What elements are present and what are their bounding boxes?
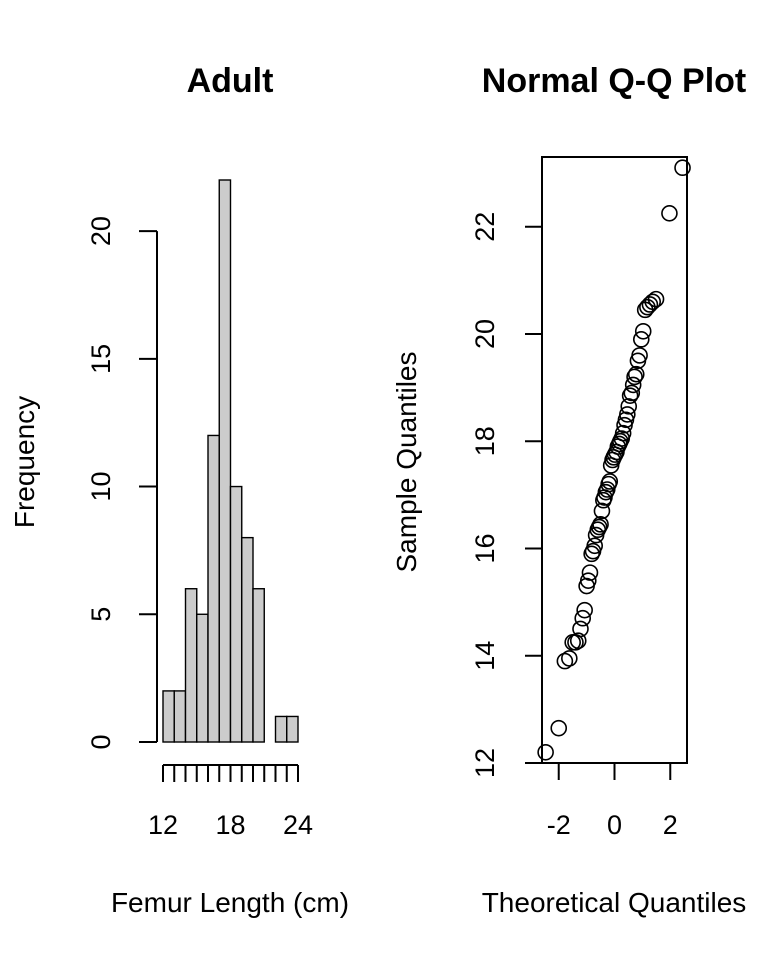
histogram-bar — [229, 485, 243, 743]
qq-y-tick-label: 18 — [470, 426, 500, 456]
qq-point — [581, 564, 599, 581]
qq-point — [586, 537, 604, 555]
qq-y-tick-label: 20 — [470, 319, 500, 349]
qq-plot-panel: Normal Q-Q Plot Sample Quantiles Theoret… — [391, 62, 746, 918]
qq-point — [550, 719, 568, 737]
qq-point — [593, 502, 611, 520]
qq-point — [592, 516, 609, 533]
qq-x-tick-label: 0 — [607, 810, 622, 840]
qq-point — [572, 620, 589, 638]
histogram-axes: 0 5 10 15 20 12 18 24 — [86, 216, 313, 840]
histogram-bar — [173, 690, 187, 743]
qq-point — [556, 652, 574, 670]
qq-y-tick-label: 14 — [470, 641, 500, 671]
histogram-bar — [252, 588, 265, 743]
qq-x-tick-label: -2 — [547, 810, 571, 840]
qq-point — [576, 601, 593, 619]
qq-plot-x-axis-label: Theoretical Quantiles — [482, 887, 747, 918]
histogram-title: Adult — [187, 62, 274, 100]
histogram-y-tick-label: 0 — [86, 734, 116, 749]
qq-point — [590, 518, 608, 536]
histogram-bar — [207, 434, 220, 743]
histogram-y-tick-label: 10 — [86, 472, 116, 502]
histogram-x-axis-label: Femur Length (cm) — [111, 887, 349, 918]
qq-plot-points — [537, 159, 691, 761]
histogram-bar — [286, 715, 299, 743]
qq-point — [574, 609, 592, 627]
qq-y-tick-label: 16 — [470, 533, 500, 563]
histogram-bar — [218, 179, 232, 743]
qq-point — [624, 376, 642, 394]
histogram-bar — [241, 536, 254, 743]
qq-point — [561, 650, 578, 667]
histogram-x-tick-label: 12 — [148, 810, 178, 840]
qq-x-tick-label: 2 — [663, 810, 678, 840]
qq-point — [623, 384, 641, 402]
qq-point — [661, 205, 678, 222]
qq-point — [641, 296, 659, 313]
qq-point — [621, 387, 639, 404]
qq-point — [614, 424, 632, 442]
histogram-bar — [196, 613, 209, 743]
qq-point — [612, 432, 629, 450]
histogram-bar — [162, 690, 175, 743]
qq-point — [569, 632, 587, 650]
qq-point — [647, 290, 665, 308]
qq-point — [617, 411, 635, 429]
qq-y-tick-label: 22 — [470, 212, 500, 242]
histogram-y-tick-label: 15 — [86, 344, 116, 374]
qq-point — [644, 293, 662, 311]
qq-point — [631, 347, 648, 364]
qq-point — [579, 572, 597, 589]
qq-plot-y-axis-label: Sample Quantiles — [391, 351, 422, 572]
qq-point — [537, 743, 554, 761]
qq-point — [583, 545, 600, 563]
qq-plot-title: Normal Q-Q Plot — [482, 62, 746, 100]
histogram-x-tick-label: 24 — [283, 810, 313, 840]
histogram-bar — [274, 715, 288, 743]
qq-point — [632, 331, 650, 348]
histogram-bar — [184, 588, 198, 743]
qq-point — [626, 368, 643, 386]
histogram-y-tick-label: 20 — [86, 216, 116, 246]
histogram-y-tick-label: 5 — [86, 607, 116, 622]
qq-point — [620, 398, 638, 415]
histogram-panel: Adult Frequency Femur Length (cm) 0 5 10 15… — [9, 62, 349, 918]
qq-point — [597, 483, 615, 501]
qq-point — [627, 365, 645, 383]
histogram-x-tick-label: 18 — [215, 810, 245, 840]
qq-y-tick-label: 12 — [470, 748, 500, 778]
qq-point — [634, 322, 652, 340]
qq-point — [619, 406, 636, 423]
histogram-bars — [162, 179, 299, 743]
qq-plot-axes: 12 14 16 18 20 22 -2 0 2 — [470, 212, 678, 840]
qq-point — [674, 159, 691, 177]
histogram-y-axis-label: Frequency — [9, 396, 40, 528]
qq-point — [601, 473, 619, 490]
